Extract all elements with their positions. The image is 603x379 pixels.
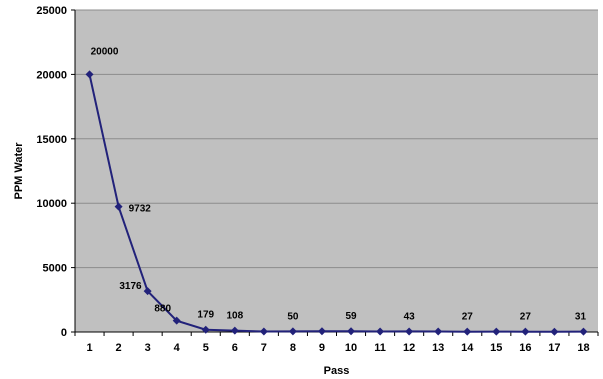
data-point-marker [85, 70, 94, 79]
x-tick-label: 1 [86, 342, 92, 354]
y-tick-label: 25000 [36, 5, 67, 17]
x-tick-label: 11 [374, 342, 386, 354]
x-tick-label: 12 [403, 342, 415, 354]
data-label: 880 [154, 304, 171, 315]
x-tick-label: 2 [116, 342, 122, 354]
data-label: 43 [404, 311, 416, 322]
data-label: 27 [462, 312, 474, 323]
data-label: 108 [226, 311, 243, 322]
x-tick-label: 14 [461, 342, 474, 354]
data-point-marker [259, 327, 268, 336]
data-point-marker [288, 327, 297, 336]
data-point-marker [463, 327, 472, 336]
data-label: 9732 [129, 204, 152, 215]
x-tick-label: 7 [261, 342, 267, 354]
y-tick-label: 5000 [43, 263, 67, 275]
data-point-marker [550, 327, 559, 336]
data-label: 179 [197, 310, 214, 321]
y-tick-label: 10000 [36, 198, 67, 210]
x-tick-label: 10 [345, 342, 357, 354]
x-tick-label: 18 [577, 342, 589, 354]
data-label: 27 [520, 312, 532, 323]
data-point-marker [172, 316, 181, 325]
y-tick-label: 15000 [36, 134, 67, 146]
x-tick-label: 13 [432, 342, 444, 354]
data-point-marker [317, 327, 326, 336]
gridlines [75, 9, 598, 269]
series-ppm-water [85, 70, 588, 336]
y-tick-label: 20000 [36, 69, 67, 81]
x-tick-label: 9 [319, 342, 325, 354]
data-point-marker [201, 325, 210, 334]
data-label: 50 [287, 311, 299, 322]
plot-area [75, 10, 598, 332]
data-point-marker [143, 287, 152, 296]
data-point-marker [521, 327, 530, 336]
data-label: 59 [345, 311, 357, 322]
x-tick-label: 8 [290, 342, 296, 354]
x-tick-label: 3 [145, 342, 151, 354]
x-axis-ticks: 1 2 3 4 5 6 7 8 9 10 11 12 13 14 15 16 17 18 [74, 332, 599, 354]
data-point-marker [579, 327, 588, 336]
x-tick-label: 15 [490, 342, 502, 354]
data-point-marker [114, 202, 123, 211]
data-label: 31 [575, 312, 587, 323]
y-axis-title: PPM Water [13, 142, 25, 200]
x-tick-label: 17 [548, 342, 560, 354]
data-point-marker [434, 327, 443, 336]
data-label: 3176 [119, 281, 142, 292]
data-point-marker [230, 326, 239, 335]
data-label: 20000 [91, 46, 119, 57]
x-axis-title: Pass [324, 365, 350, 377]
x-tick-label: 5 [203, 342, 209, 354]
data-labels: 20000 9732 3176 880 179 108 50 59 43 27 27 31 [91, 46, 587, 322]
data-point-marker [405, 327, 414, 336]
series-line [88, 74, 584, 333]
data-point-marker [347, 327, 356, 336]
y-tick-label: 0 [61, 327, 67, 339]
x-tick-label: 6 [232, 342, 238, 354]
x-tick-label: 4 [174, 342, 181, 354]
x-tick-label: 16 [519, 342, 531, 354]
data-point-marker [376, 327, 385, 336]
y-axis-ticks: 0 5000 10000 15000 20000 25000 [36, 5, 75, 339]
data-point-marker [492, 327, 501, 336]
